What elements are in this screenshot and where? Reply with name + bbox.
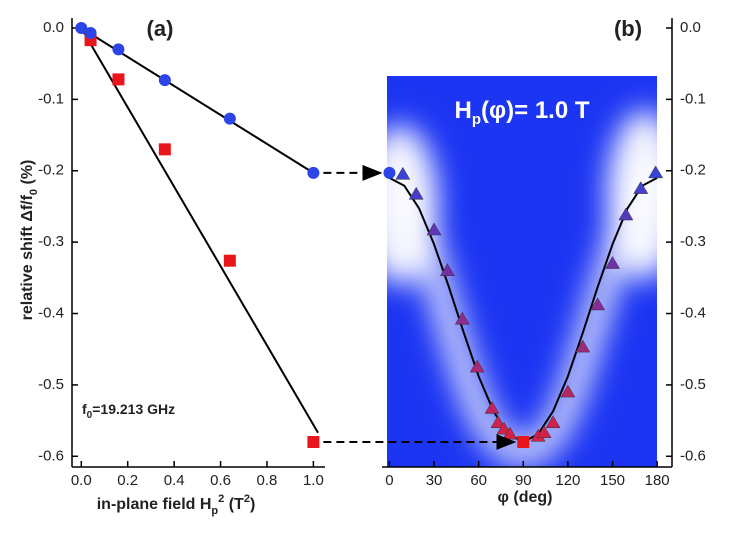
point xyxy=(454,311,470,325)
point xyxy=(223,254,236,267)
y-tick-label: -0.5 xyxy=(680,376,706,393)
y-tick-label: -0.5 xyxy=(38,376,64,393)
x-tick-label: 0.6 xyxy=(210,472,231,489)
panel-label: (a) xyxy=(147,16,174,41)
annotation: f0=19.213 GHz xyxy=(82,401,175,421)
point xyxy=(223,112,236,125)
point xyxy=(84,26,97,39)
x-tick-label: 0.2 xyxy=(117,472,138,489)
point xyxy=(383,166,396,179)
x-tick-label: 180 xyxy=(645,472,670,489)
point xyxy=(633,181,649,194)
x-tick-label: 1.0 xyxy=(303,472,324,489)
point xyxy=(590,297,606,311)
point xyxy=(395,166,411,180)
point xyxy=(618,207,634,221)
x-tick-label: 90 xyxy=(515,472,532,489)
x-tick-label: 0 xyxy=(385,472,393,489)
point xyxy=(648,165,664,179)
x-tick-label: 0.8 xyxy=(257,472,278,489)
y-tick-label: -0.3 xyxy=(680,233,706,250)
y-tick-label: -0.2 xyxy=(38,162,64,179)
y-tick-label: 0.0 xyxy=(680,19,701,36)
point xyxy=(545,415,561,428)
x-tick-label: 0.4 xyxy=(164,472,185,489)
point xyxy=(112,73,125,86)
point xyxy=(490,415,506,428)
point xyxy=(408,186,424,200)
y-tick-label: -0.4 xyxy=(38,304,64,321)
point xyxy=(307,436,320,449)
x-tick-label: 150 xyxy=(600,472,625,489)
point xyxy=(75,21,88,34)
point xyxy=(426,222,442,236)
y-tick-label: -0.2 xyxy=(680,162,706,179)
point xyxy=(536,425,552,438)
point xyxy=(517,436,530,449)
point xyxy=(575,339,591,353)
y-tick-label: 0.0 xyxy=(43,19,64,36)
point xyxy=(560,384,576,398)
point xyxy=(158,143,171,156)
y-tick-label: -0.3 xyxy=(38,233,64,250)
y-tick-label: -0.1 xyxy=(38,90,64,107)
y-tick-label: -0.6 xyxy=(38,447,64,464)
point xyxy=(307,166,320,179)
y-tick-label: -0.4 xyxy=(680,304,706,321)
point xyxy=(605,256,620,269)
heatmap xyxy=(387,76,657,467)
point xyxy=(112,43,125,56)
panel-label: (b) xyxy=(614,16,642,41)
map-title: Hp(φ)= 1.0 T xyxy=(454,97,589,128)
point xyxy=(158,74,171,87)
x-tick-label: 30 xyxy=(426,472,443,489)
x-axis-label: φ (deg) xyxy=(498,489,553,506)
x-tick-label: 0.0 xyxy=(71,472,92,489)
point xyxy=(440,263,455,276)
y-axis-label: relative shift Δf/f0 (%) xyxy=(19,160,40,321)
x-tick-label: 60 xyxy=(470,472,487,489)
x-axis-label: in-plane field Hp2 (T2) xyxy=(97,493,256,517)
y-tick-label: -0.6 xyxy=(680,447,706,464)
y-tick-label: -0.1 xyxy=(680,90,706,107)
point xyxy=(484,400,500,414)
point xyxy=(469,359,485,373)
fit-line xyxy=(80,27,319,434)
x-tick-label: 120 xyxy=(555,472,580,489)
